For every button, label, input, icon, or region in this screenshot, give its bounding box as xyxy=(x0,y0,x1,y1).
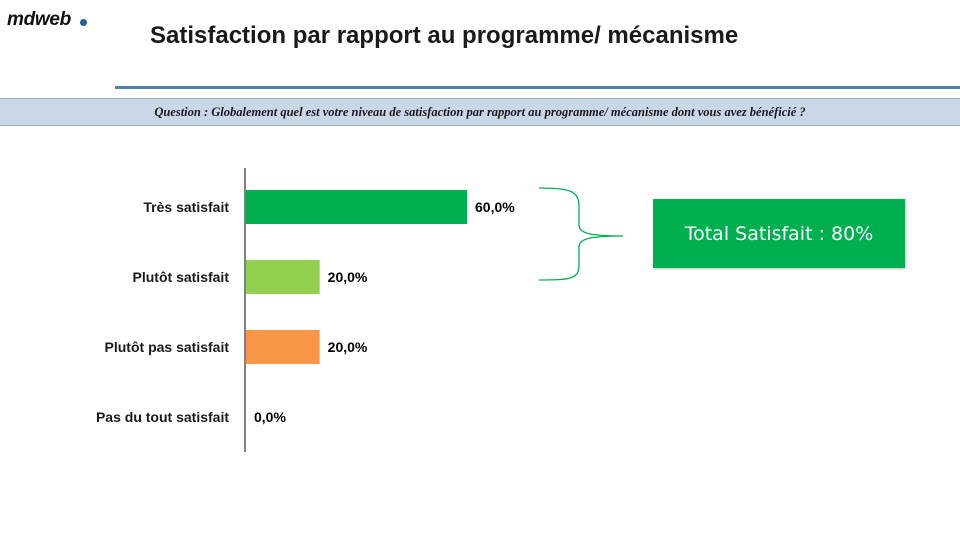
total-satisfied-label: Total Satisfait : 80% xyxy=(684,222,874,245)
bar xyxy=(246,260,320,294)
mdweb-logo: mdweb xyxy=(7,9,71,30)
bar xyxy=(246,330,320,364)
total-satisfied-box: Total Satisfait : 80% xyxy=(653,199,905,268)
page-title: Satisfaction par rapport au programme/ m… xyxy=(150,22,739,49)
satisfied-brace xyxy=(538,187,624,281)
data-label: 20,0% xyxy=(328,339,368,355)
data-label: 60,0% xyxy=(475,199,515,215)
data-label: 0,0% xyxy=(254,409,286,425)
bar xyxy=(246,190,467,224)
question-text: Question : Globalement quel est votre ni… xyxy=(154,104,806,119)
category-label: Plutôt pas satisfait xyxy=(105,339,230,355)
logo-dot xyxy=(80,19,87,26)
satisfaction-bar-chart: Très satisfait 60,0% Plutôt satisfait 20,0%… xyxy=(96,168,515,452)
category-label: Pas du tout satisfait xyxy=(96,409,229,425)
question-banner: Question : Globalement quel est votre ni… xyxy=(0,98,960,126)
data-label: 20,0% xyxy=(328,269,368,285)
category-label: Plutôt satisfait xyxy=(133,269,230,285)
title-divider xyxy=(115,86,960,89)
category-label: Très satisfait xyxy=(143,199,229,215)
